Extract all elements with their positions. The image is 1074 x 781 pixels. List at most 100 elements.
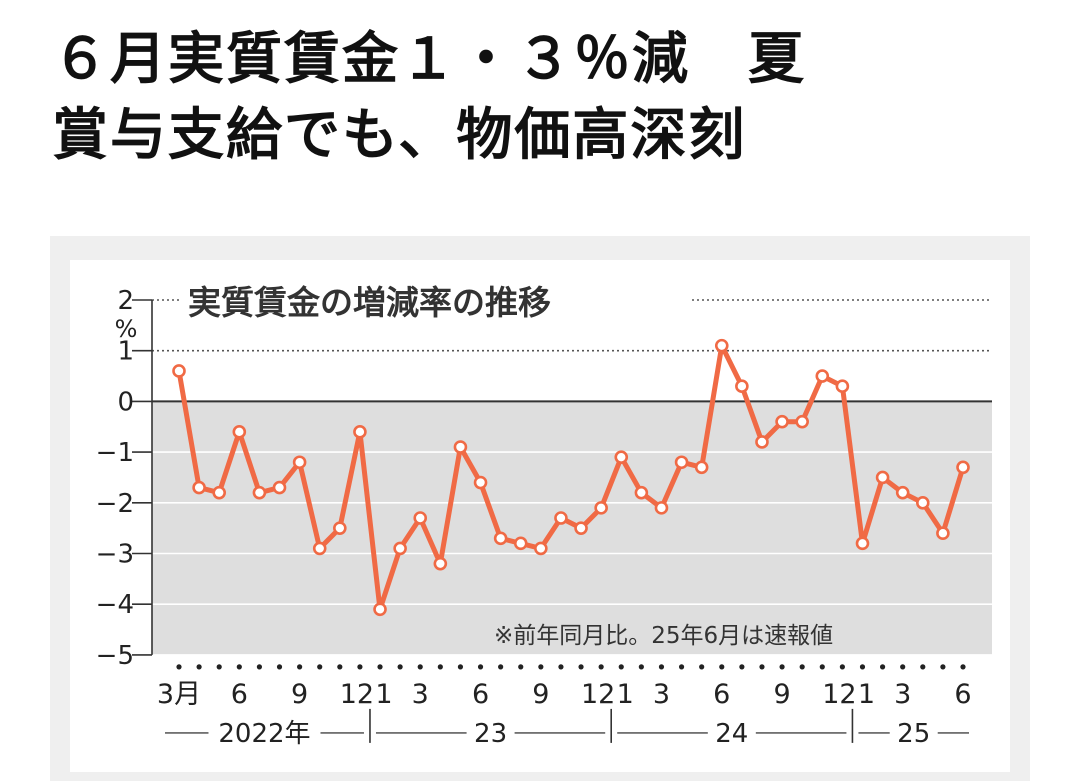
data-point <box>353 425 367 439</box>
x-tick-label: 9 <box>291 679 308 710</box>
data-point <box>694 460 709 475</box>
data-point <box>212 485 227 500</box>
x-tick-dot <box>256 664 263 670</box>
x-tick-dot <box>397 664 403 670</box>
data-point <box>192 480 206 495</box>
chart-title-backing <box>180 280 692 324</box>
chart-panel: 2 1 0 −1 −2 −3 −4 −5% 実質賃金の増減率の推移 ※前年同月比。25年6月は速報… <box>50 236 1030 781</box>
x-tick-dot <box>558 664 564 670</box>
chart-note: ※前年同月比。25年6月は速報値 <box>494 623 833 649</box>
x-tick-dot <box>779 664 785 670</box>
x-tick-dot <box>377 664 383 670</box>
y-tick-label: −1 <box>96 438 134 468</box>
x-tick-dot <box>317 664 323 670</box>
y-tick-label: 1 <box>117 337 134 367</box>
y-tick-label: −4 <box>96 590 134 620</box>
chart-title: 実質賃金の増減率の推移 <box>188 283 551 322</box>
x-tick-dot <box>477 664 484 670</box>
data-point <box>594 501 608 515</box>
x-tick-dot <box>196 664 202 670</box>
data-point <box>674 455 689 470</box>
data-point <box>875 470 890 485</box>
data-point <box>735 379 749 393</box>
data-point <box>373 602 387 617</box>
series-line <box>176 343 966 612</box>
x-tick-dot <box>920 664 926 670</box>
x-tick-dot <box>739 664 745 670</box>
x-tick-dot <box>498 664 504 670</box>
data-point <box>956 460 970 475</box>
line-chart: 2 1 0 −1 −2 −3 −4 −5% 実質賃金の増減率の推移 ※前年同月比。25年6月は速報… <box>70 260 1010 772</box>
data-point <box>172 364 186 378</box>
x-tick-label: 9 <box>773 679 790 710</box>
x-tick-dot <box>337 664 343 670</box>
x-tick-dot <box>417 664 423 670</box>
data-point <box>755 435 769 449</box>
x-tick-dot <box>276 664 283 670</box>
x-year-label: 24 <box>715 719 748 749</box>
y-tick-label: −2 <box>96 489 134 519</box>
x-tick-dot <box>598 664 604 670</box>
x-tick-dot <box>236 664 242 670</box>
x-tick-dot <box>638 664 644 670</box>
x-tick-dot <box>799 664 805 670</box>
data-point <box>554 511 568 525</box>
x-tick-dot <box>618 664 624 670</box>
x-tick-label: 1 <box>617 679 634 710</box>
data-point <box>936 526 950 541</box>
x-year-label: 2022年 <box>218 719 310 749</box>
x-tick-label: 6 <box>472 679 489 710</box>
data-point <box>473 475 488 490</box>
x-tick-dot <box>216 664 222 670</box>
data-point <box>513 536 528 551</box>
x-tick-label: 1 <box>375 679 392 710</box>
x-tick-dot <box>176 664 182 670</box>
x-tick-dot <box>578 664 584 670</box>
data-point <box>413 511 428 525</box>
x-tick-label: 12 <box>822 679 856 710</box>
x-tick-dot <box>518 664 524 670</box>
data-point <box>292 455 307 470</box>
x-tick-dot <box>719 664 725 670</box>
headline-line-2: 賞与支給でも、物価高深刻 <box>52 103 747 168</box>
x-tick-dot <box>678 664 685 670</box>
data-point <box>795 414 809 429</box>
data-point <box>252 485 267 500</box>
data-point <box>453 440 468 454</box>
data-point <box>654 501 669 515</box>
x-tick-label: 6 <box>231 679 248 710</box>
x-tick-dot <box>900 664 906 670</box>
data-point <box>272 480 287 495</box>
x-tick-dot <box>879 664 886 670</box>
data-point <box>232 425 247 439</box>
x-tick-dot <box>437 664 443 670</box>
x-tick-label: 3月 <box>157 679 201 710</box>
x-tick-label: 1 <box>858 679 875 710</box>
x-tick-label: 3 <box>894 679 911 710</box>
x-tick-label: 3 <box>412 679 429 710</box>
data-point <box>895 485 910 500</box>
x-tick-dot <box>940 664 946 670</box>
data-point <box>915 495 930 510</box>
data-point <box>493 531 508 546</box>
x-year-label: 25 <box>897 719 930 749</box>
x-tick-label: 6 <box>954 679 971 710</box>
x-tick-dot <box>839 664 845 670</box>
data-point <box>574 521 588 535</box>
y-tick-label: −5 <box>96 641 134 671</box>
y-unit-label: % <box>115 315 138 343</box>
data-point <box>393 541 407 556</box>
x-tick-dot <box>819 664 825 670</box>
x-tick-label: 12 <box>340 679 374 710</box>
x-tick-dot <box>759 664 765 670</box>
headline-line-1: ６月実質賃金１・３％減 夏 <box>52 27 806 92</box>
x-year-label: 23 <box>474 719 507 749</box>
data-point <box>312 541 327 556</box>
x-tick-label: 3 <box>653 679 670 710</box>
data-point <box>714 338 729 353</box>
data-point <box>855 536 870 551</box>
x-tick-dot <box>699 664 705 670</box>
x-tick-dot <box>538 664 544 670</box>
x-tick-label: 9 <box>532 679 549 710</box>
x-tick-dot <box>658 664 665 670</box>
